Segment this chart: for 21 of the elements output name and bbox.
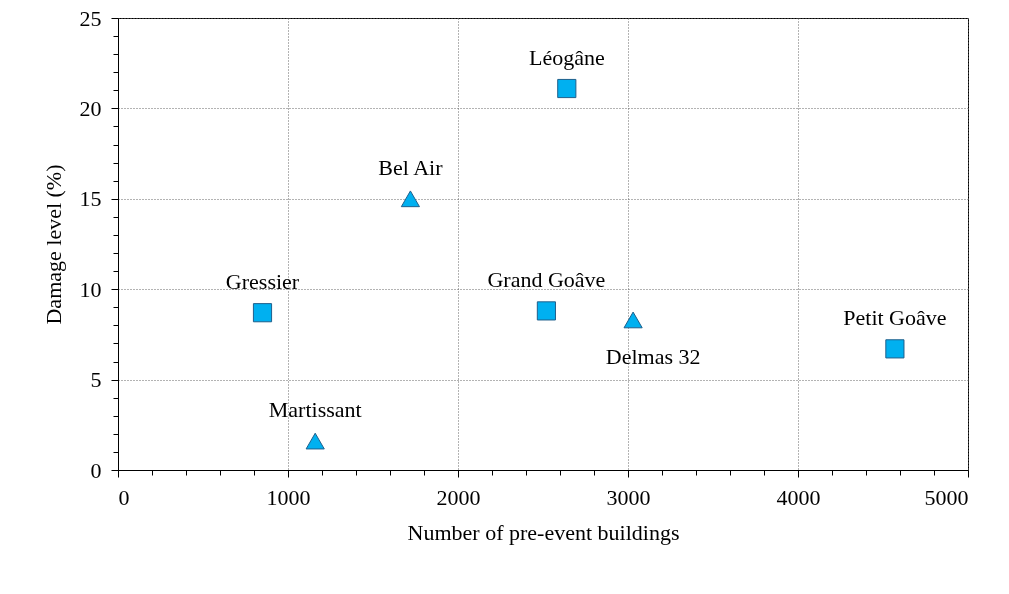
x-axis-title: Number of pre-event buildings xyxy=(407,519,680,545)
x-tick-label: 2000 xyxy=(436,484,481,510)
x-tick-label: 1000 xyxy=(266,484,311,510)
x-tick-label: 5000 xyxy=(924,484,969,510)
y-axis-title: Damage level (%) xyxy=(40,164,66,325)
annotation: Gressier xyxy=(225,268,300,294)
annotation: Léogâne xyxy=(528,44,605,70)
x-tick-label: 3000 xyxy=(606,484,651,510)
x-tick-label: 0 xyxy=(118,484,130,510)
y-tick-label: 10 xyxy=(79,276,102,302)
annotation: Grand Goâve xyxy=(487,266,606,292)
annotation: Petit Goâve xyxy=(843,304,947,330)
annotation: Bel Air xyxy=(378,154,444,180)
y-tick-label: 0 xyxy=(90,457,102,483)
y-tick-label: 5 xyxy=(90,367,102,393)
y-tick-label: 15 xyxy=(79,186,102,212)
y-tick-label: 25 xyxy=(79,5,102,31)
y-tick-label: 20 xyxy=(79,95,102,121)
annotation: Delmas 32 xyxy=(605,343,701,369)
annotation: Martissant xyxy=(268,397,362,423)
x-tick-label: 4000 xyxy=(776,484,821,510)
